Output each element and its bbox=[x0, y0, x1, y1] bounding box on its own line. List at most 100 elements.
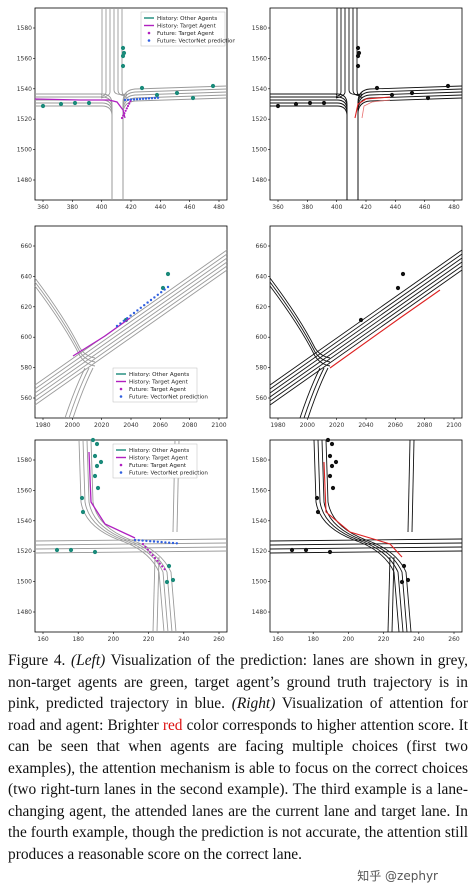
agent-dot bbox=[123, 98, 127, 102]
agent-dot bbox=[355, 45, 361, 51]
lane-line bbox=[387, 556, 391, 633]
y-tick-label: 1480 bbox=[252, 177, 267, 184]
agent-dot bbox=[154, 92, 160, 98]
y-tick-label: 1540 bbox=[252, 518, 267, 525]
y-tick-label: 1520 bbox=[252, 116, 267, 123]
agent-dot bbox=[133, 538, 137, 542]
plot-1: 360 380 400 420 440 460 480 1580 1560 1540 1520 150… bbox=[17, 7, 235, 211]
agent-dot bbox=[129, 100, 132, 103]
caption-part1: Visualization of the prediction: lanes a… bbox=[8, 652, 468, 712]
lane-line bbox=[317, 439, 404, 633]
lane-line bbox=[34, 550, 228, 554]
agent-dot bbox=[327, 453, 333, 459]
x-tick-label: 1980 bbox=[270, 422, 285, 429]
agent-dot bbox=[68, 547, 74, 553]
x-tick-label: 420 bbox=[125, 204, 137, 211]
panel-2-attention: 360 380 400 420 440 460 480 1580 1560 1540 1520 150… bbox=[240, 0, 470, 215]
agent-dot bbox=[174, 90, 180, 96]
lane-line bbox=[307, 367, 329, 419]
y-tick-label: 1580 bbox=[252, 25, 267, 32]
caption-red-word: red bbox=[162, 716, 183, 734]
agent-dot bbox=[139, 85, 145, 91]
agent-dot bbox=[152, 540, 156, 543]
lane-line bbox=[335, 8, 346, 99]
legend-label: History: Other Agents bbox=[129, 372, 189, 378]
agent-dot bbox=[144, 97, 148, 100]
lane-line bbox=[35, 105, 113, 200]
agent-dot bbox=[151, 554, 154, 557]
caption-part2: Visualization of attention for road and … bbox=[8, 695, 469, 734]
agent-dot bbox=[92, 549, 98, 555]
agent-dot bbox=[171, 541, 175, 545]
agent-dot bbox=[166, 285, 170, 289]
agent-dot bbox=[94, 463, 100, 469]
agent-dot bbox=[143, 304, 146, 307]
y-tick-label: 1560 bbox=[252, 55, 267, 62]
agent-dot bbox=[307, 100, 313, 106]
agent-dot bbox=[149, 540, 152, 543]
y-tick-label: 660 bbox=[21, 243, 33, 250]
agent-dot bbox=[120, 63, 126, 69]
y-tick-label: 1560 bbox=[252, 487, 267, 494]
agent-dot bbox=[175, 542, 178, 545]
y-tick-label: 1580 bbox=[17, 457, 32, 464]
panel-6-attention: 160 180 200 220 240 260 1580 1560 1540 1520 1500 14… bbox=[240, 432, 470, 647]
x-tick-label: 200 bbox=[343, 636, 355, 643]
lane-line bbox=[34, 269, 228, 406]
x-tick-label: 400 bbox=[331, 204, 343, 211]
y-tick-label: 640 bbox=[256, 273, 268, 280]
agent-dot bbox=[149, 298, 153, 302]
lane-line bbox=[269, 285, 331, 367]
lane-line bbox=[90, 439, 177, 633]
agent-dot bbox=[329, 463, 335, 469]
lane-line bbox=[269, 257, 463, 394]
legend-dot bbox=[119, 395, 123, 398]
lane-line bbox=[34, 265, 228, 402]
legend-box bbox=[112, 367, 198, 403]
lane-line bbox=[391, 556, 395, 633]
lane-line bbox=[269, 249, 463, 386]
attention-path-2 bbox=[361, 99, 391, 119]
y-tick-label: 1500 bbox=[252, 579, 267, 586]
x-tick-label: 2060 bbox=[388, 422, 403, 429]
plot-3: 1980 2000 2020 2040 2060 2080 2100 660 640 620 600… bbox=[21, 225, 228, 429]
legend-label: Future: Target Agent bbox=[129, 387, 187, 393]
x-tick-label: 200 bbox=[108, 636, 120, 643]
y-tick-label: 1520 bbox=[17, 548, 32, 555]
plot-4: 1980 2000 2020 2040 2060 2080 2100 660 640 620 600… bbox=[256, 225, 463, 429]
lane-line bbox=[269, 265, 463, 402]
x-tick-label: 480 bbox=[448, 204, 460, 211]
agent-dot bbox=[126, 104, 130, 108]
agent-dot bbox=[315, 509, 321, 515]
lane-line bbox=[335, 8, 338, 96]
lane-line bbox=[269, 281, 331, 363]
agent-dot bbox=[79, 495, 85, 501]
lane-line bbox=[113, 8, 128, 95]
y-tick-label: 620 bbox=[256, 304, 268, 311]
x-tick-label: 400 bbox=[96, 204, 108, 211]
agent-dot bbox=[58, 101, 64, 107]
agent-dot bbox=[395, 285, 401, 291]
legend-dot bbox=[119, 387, 123, 391]
y-tick-label: 1520 bbox=[252, 548, 267, 555]
lane-line bbox=[156, 556, 160, 633]
agent-dot bbox=[156, 540, 159, 543]
lane-line bbox=[335, 8, 342, 97]
caption-left-tag: (Left) bbox=[71, 652, 106, 669]
x-tick-label: 480 bbox=[213, 204, 225, 211]
lane-line bbox=[100, 8, 103, 96]
agent-dot bbox=[128, 102, 131, 105]
y-tick-label: 660 bbox=[256, 243, 268, 250]
y-tick-label: 1500 bbox=[252, 147, 267, 154]
panel-4-attention: 1980 2000 2020 2040 2060 2080 2100 660 640 620 600… bbox=[240, 218, 470, 433]
agent-dot bbox=[145, 539, 148, 543]
lane-line bbox=[303, 367, 325, 419]
agent-dot bbox=[330, 485, 336, 491]
agent-dot bbox=[164, 541, 167, 544]
lane-line bbox=[269, 277, 331, 359]
agent-dot bbox=[122, 319, 126, 322]
x-tick-label: 2040 bbox=[358, 422, 373, 429]
agent-dot bbox=[147, 97, 151, 100]
attention-path bbox=[323, 461, 403, 558]
lane-line bbox=[72, 367, 94, 419]
